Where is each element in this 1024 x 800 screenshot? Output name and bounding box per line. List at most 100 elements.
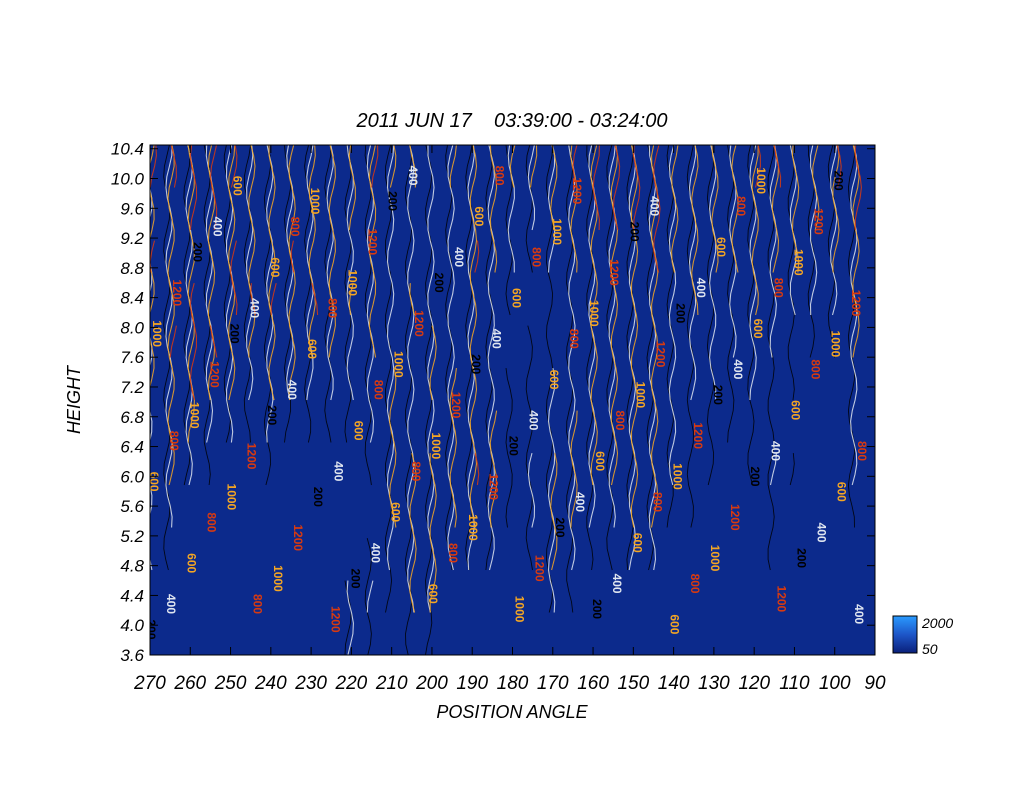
contour-label: 600 [305, 339, 319, 359]
contour-line [183, 145, 191, 486]
contour-label: 600 [593, 451, 607, 471]
contour-line [203, 145, 211, 486]
y-axis-ticks: 3.6 4.0 4.4 4.8 5.2 5.6 6.0 6.4 6.8 7.2 7.6 8.0 8.4 8… [111, 140, 875, 665]
contour-label: 1200 [170, 280, 184, 307]
contour-label: 600 [510, 288, 524, 308]
contour-label: 600 [147, 472, 161, 492]
contour-label: 400 [452, 247, 466, 267]
contour-line [169, 145, 177, 358]
contour-label: 1200 [691, 422, 705, 449]
contour-line [306, 145, 314, 401]
contour-label: 600 [668, 614, 682, 634]
contour-label: 1200 [412, 310, 426, 337]
contour-line [389, 145, 397, 528]
contour-label: 200 [794, 548, 808, 568]
x-tick-label: 170 [537, 673, 569, 694]
contour-line [150, 186, 151, 564]
y-axis-label: HEIGHT [64, 364, 84, 434]
contour-line [572, 145, 578, 188]
contour-line [709, 145, 717, 401]
contour-label: 1000 [466, 514, 480, 541]
contour-line [263, 145, 272, 486]
contour-label: 800 [855, 441, 869, 461]
contour-label: 800 [530, 247, 544, 267]
y-tick-label: 5.6 [120, 497, 144, 516]
contour-label: 400 [369, 543, 383, 563]
contour-line [527, 145, 536, 528]
y-tick-label: 10.0 [111, 170, 145, 189]
contour-line [288, 145, 296, 401]
contour-label: 400 [610, 574, 624, 594]
contour-label: 400 [285, 380, 299, 400]
contour-label: 400 [527, 410, 541, 430]
y-tick-label: 7.2 [120, 378, 144, 397]
contour-label: 1000 [633, 382, 647, 409]
x-tick-label: 270 [133, 673, 166, 694]
x-tick-label: 230 [294, 673, 327, 694]
contour-line [648, 145, 657, 571]
contour-label: 200 [711, 385, 725, 405]
contour-line [751, 145, 759, 316]
contour-line [449, 145, 457, 528]
contour-label: 600 [751, 319, 765, 339]
contour-line [747, 145, 755, 486]
y-tick-label: 8.0 [120, 318, 144, 337]
contour-label: 1200 [728, 504, 742, 531]
contour-line [787, 145, 795, 486]
contour-line [773, 145, 782, 188]
contour-label: 1000 [308, 188, 322, 215]
contour-label: 800 [325, 298, 339, 318]
contour-line [286, 145, 294, 401]
contour-label: 600 [788, 400, 802, 420]
contour-label: 400 [648, 196, 662, 216]
contour-label: 800 [809, 359, 823, 379]
contour-label: 1200 [533, 555, 547, 582]
contour-label: 600 [268, 257, 282, 277]
contour-label: 800 [446, 543, 460, 563]
y-tick-label: 6.8 [120, 408, 144, 427]
contour-line [167, 145, 175, 486]
contour-label: 1200 [849, 290, 863, 317]
contour-line [646, 145, 654, 571]
contour-line [850, 145, 858, 486]
contour-line [445, 145, 453, 571]
contour-label: 400 [573, 492, 587, 512]
contour-label: 1200 [774, 586, 788, 613]
contour-line [630, 145, 639, 528]
x-tick-label: 130 [698, 673, 730, 694]
contour-line [586, 145, 594, 571]
contour-label: 800 [734, 196, 748, 216]
y-tick-label: 8.4 [120, 289, 144, 308]
contour-line [671, 145, 679, 273]
contour-label: 800 [409, 461, 423, 481]
contour-line [547, 145, 556, 613]
contour-label: 400 [852, 604, 866, 624]
contour-label: 600 [389, 502, 403, 522]
contour-line [328, 145, 336, 358]
x-tick-label: 180 [497, 673, 529, 694]
contour-line [405, 145, 413, 655]
contour-line [847, 145, 856, 528]
x-tick-label: 210 [375, 673, 408, 694]
contour-label: 1000 [754, 167, 768, 194]
contour-label: 1200 [366, 229, 380, 256]
colorbar-gradient [892, 615, 918, 654]
contour-label: 1000 [550, 218, 564, 245]
contour-line [409, 145, 417, 613]
contour-line [570, 145, 578, 528]
contour-line [509, 145, 516, 188]
x-tick-label: 160 [577, 673, 609, 694]
contour-label: 1000 [225, 484, 239, 511]
contour-line [727, 145, 735, 443]
contour-line [469, 145, 478, 528]
contour-line [836, 145, 842, 188]
contour-label: 200 [144, 619, 158, 639]
contour-label: 1000 [829, 331, 843, 358]
contour-line [809, 145, 818, 316]
contour-line [529, 145, 538, 188]
contour-label: 1200 [328, 606, 342, 633]
contour-label: 800 [372, 380, 386, 400]
contour-label: 600 [714, 237, 728, 257]
contour-label: 600 [630, 533, 644, 553]
contour-line [628, 145, 636, 571]
